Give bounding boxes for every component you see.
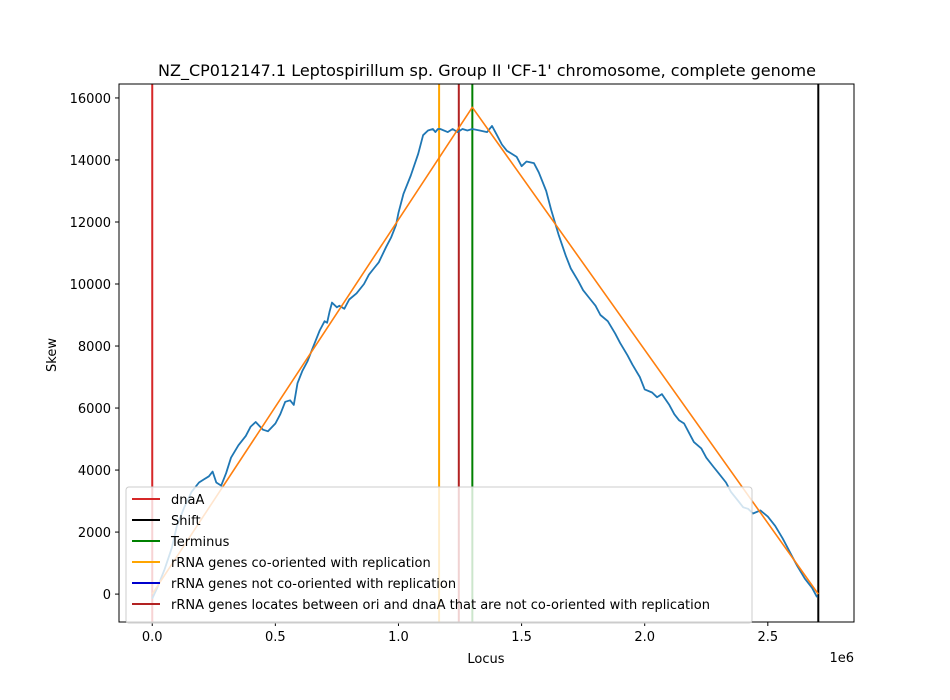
y-tick-label: 4000 [78, 464, 111, 479]
y-tick-label: 16000 [70, 92, 111, 107]
legend-label: Shift [171, 514, 201, 529]
x-axis-label: Locus [467, 652, 504, 667]
x-tick-label: 2.0 [634, 630, 655, 645]
legend-label: rRNA genes co-oriented with replication [171, 556, 431, 571]
chart-title: NZ_CP012147.1 Leptospirillum sp. Group I… [158, 61, 816, 81]
x-offset-label: 1e6 [829, 651, 854, 666]
y-tick-label: 10000 [70, 278, 111, 293]
y-tick-label: 8000 [78, 340, 111, 355]
legend-label: rRNA genes locates between ori and dnaA … [171, 598, 710, 613]
fit-line [151, 106, 819, 595]
x-tick-label: 1.5 [511, 630, 532, 645]
y-tick-label: 0 [103, 588, 111, 603]
y-tick-label: 14000 [70, 154, 111, 169]
y-tick-label: 6000 [78, 402, 111, 417]
y-tick-label: 12000 [70, 216, 111, 231]
x-tick-label: 0.0 [142, 630, 163, 645]
x-tick-label: 0.5 [265, 630, 286, 645]
y-tick-label: 2000 [78, 526, 111, 541]
legend-label: dnaA [171, 493, 204, 508]
y-axis-label: Skew [45, 338, 60, 372]
legend-box [125, 486, 753, 624]
legend-label: Terminus [170, 535, 230, 550]
x-tick-label: 1.0 [388, 630, 409, 645]
x-tick-label: 2.5 [757, 630, 778, 645]
legend-label: rRNA genes not co-oriented with replicat… [171, 577, 456, 592]
skew-line [151, 125, 818, 600]
